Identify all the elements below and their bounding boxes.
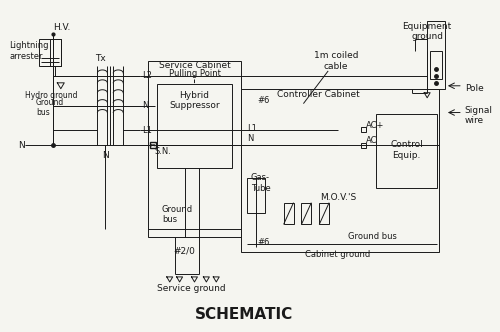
Text: L2: L2 xyxy=(142,71,152,80)
Text: SCHEMATIC: SCHEMATIC xyxy=(195,307,293,322)
Bar xyxy=(247,178,265,212)
Text: Controller Cabinet: Controller Cabinet xyxy=(277,90,359,99)
Text: Service ground: Service ground xyxy=(157,284,226,293)
Text: Lightning
arrester: Lightning arrester xyxy=(10,42,49,61)
Text: N: N xyxy=(18,141,25,150)
Bar xyxy=(361,127,366,132)
Text: #6: #6 xyxy=(257,238,269,247)
Text: Gas-
Tube: Gas- Tube xyxy=(251,173,270,193)
Text: Hybrid
Suppressor: Hybrid Suppressor xyxy=(169,91,220,110)
Text: L1: L1 xyxy=(142,126,152,135)
Bar xyxy=(148,61,241,237)
Text: Pulling Point: Pulling Point xyxy=(168,69,220,78)
Bar xyxy=(39,39,61,66)
Text: Control
Equip.: Control Equip. xyxy=(390,140,423,160)
Bar xyxy=(427,22,445,89)
Text: Ground
bus: Ground bus xyxy=(162,205,193,224)
Text: #6: #6 xyxy=(257,96,269,105)
Text: S.N.: S.N. xyxy=(155,147,172,156)
Text: Tx: Tx xyxy=(95,53,106,62)
Bar xyxy=(361,143,366,148)
Bar xyxy=(157,84,232,168)
Text: Ground bus: Ground bus xyxy=(348,232,397,241)
Text: 1m coiled
cable: 1m coiled cable xyxy=(314,51,358,71)
Text: AC+: AC+ xyxy=(366,121,384,130)
Text: H.V.: H.V. xyxy=(53,23,70,32)
Text: M.O.V.'S: M.O.V.'S xyxy=(320,193,356,202)
Text: Cabinet ground: Cabinet ground xyxy=(306,250,370,259)
Text: N: N xyxy=(142,101,148,110)
Text: Ground
bus: Ground bus xyxy=(36,98,64,117)
Bar xyxy=(320,203,329,224)
Text: N: N xyxy=(247,134,254,143)
Text: -: - xyxy=(363,144,366,153)
Bar xyxy=(302,203,312,224)
Text: N: N xyxy=(102,151,108,160)
Bar xyxy=(284,203,294,224)
Text: Hydro ground: Hydro ground xyxy=(25,91,78,100)
Text: Equipment
ground: Equipment ground xyxy=(402,22,452,41)
Text: Pole: Pole xyxy=(465,84,483,93)
Text: #2/0: #2/0 xyxy=(174,247,196,256)
Text: Service Cabinet: Service Cabinet xyxy=(158,61,230,70)
Text: AC: AC xyxy=(366,136,378,145)
Bar xyxy=(376,114,437,188)
Bar xyxy=(241,89,439,252)
Bar xyxy=(430,51,442,79)
Text: Signal
wire: Signal wire xyxy=(465,106,493,125)
Text: L1: L1 xyxy=(247,124,257,133)
